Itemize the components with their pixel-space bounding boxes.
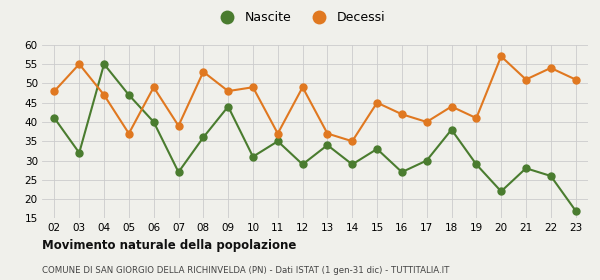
Nascite [76,151,83,155]
Nascite [398,171,406,174]
Nascite [125,93,133,97]
Nascite [572,209,579,212]
Nascite [224,105,232,108]
Decessi [572,78,579,81]
Nascite [274,139,281,143]
Decessi [324,132,331,135]
Decessi [423,120,430,124]
Nascite [497,190,505,193]
Nascite [200,136,207,139]
Decessi [497,55,505,58]
Line: Decessi: Decessi [51,53,579,145]
Nascite [423,159,430,162]
Text: COMUNE DI SAN GIORGIO DELLA RICHINVELDA (PN) - Dati ISTAT (1 gen-31 dic) - TUTTI: COMUNE DI SAN GIORGIO DELLA RICHINVELDA … [42,266,449,275]
Nascite [448,128,455,131]
Nascite [547,174,554,178]
Nascite [473,163,480,166]
Text: Movimento naturale della popolazione: Movimento naturale della popolazione [42,239,296,252]
Decessi [224,89,232,93]
Decessi [100,93,107,97]
Nascite [324,143,331,147]
Nascite [523,167,530,170]
Decessi [200,70,207,73]
Decessi [51,89,58,93]
Decessi [448,105,455,108]
Decessi [523,78,530,81]
Decessi [373,101,380,104]
Decessi [125,132,133,135]
Line: Nascite: Nascite [51,60,579,214]
Decessi [299,86,306,89]
Decessi [349,139,356,143]
Nascite [349,163,356,166]
Decessi [250,86,257,89]
Nascite [175,171,182,174]
Nascite [100,62,107,66]
Decessi [398,113,406,116]
Decessi [274,132,281,135]
Decessi [76,62,83,66]
Nascite [299,163,306,166]
Nascite [150,120,157,124]
Decessi [150,86,157,89]
Nascite [373,147,380,151]
Decessi [473,116,480,120]
Decessi [175,124,182,127]
Nascite [51,116,58,120]
Nascite [250,155,257,158]
Legend: Nascite, Decessi: Nascite, Decessi [210,6,390,29]
Decessi [547,66,554,70]
